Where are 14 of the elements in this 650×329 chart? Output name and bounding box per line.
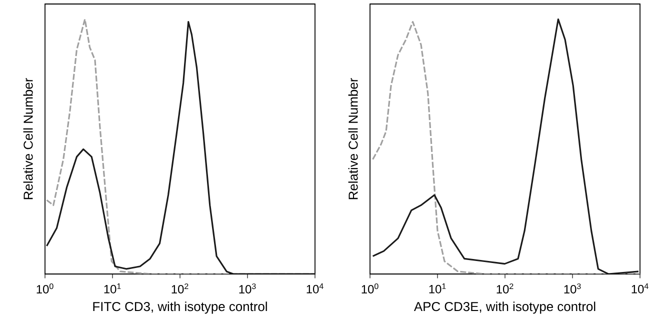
x-tick-label: 10$^{4}$ [632,283,648,294]
y-axis-title: Relative Cell Number [348,78,358,200]
x-tick-label: 10$^{3}$ [564,283,581,294]
x-axis-title: FITC CD3, with isotype control [93,302,267,314]
x-tick-label: 10$^{4}$ [306,283,324,294]
x-axis-title: APC CD3E, with isotype control [414,302,596,314]
x-tick-label: 10$^{0}$ [36,283,54,294]
x-tick-label: 10$^{1}$ [104,283,121,294]
x-tick-label: 10$^{2}$ [496,283,514,294]
x-tick-label: 10$^{1}$ [429,283,446,294]
y-axis-title: Relative Cell Number [23,78,33,200]
x-tick-label: 10$^{2}$ [172,283,188,294]
x-tick-label: 10$^{3}$ [239,283,256,294]
x-tick-label: 10$^{0}$ [362,283,378,294]
